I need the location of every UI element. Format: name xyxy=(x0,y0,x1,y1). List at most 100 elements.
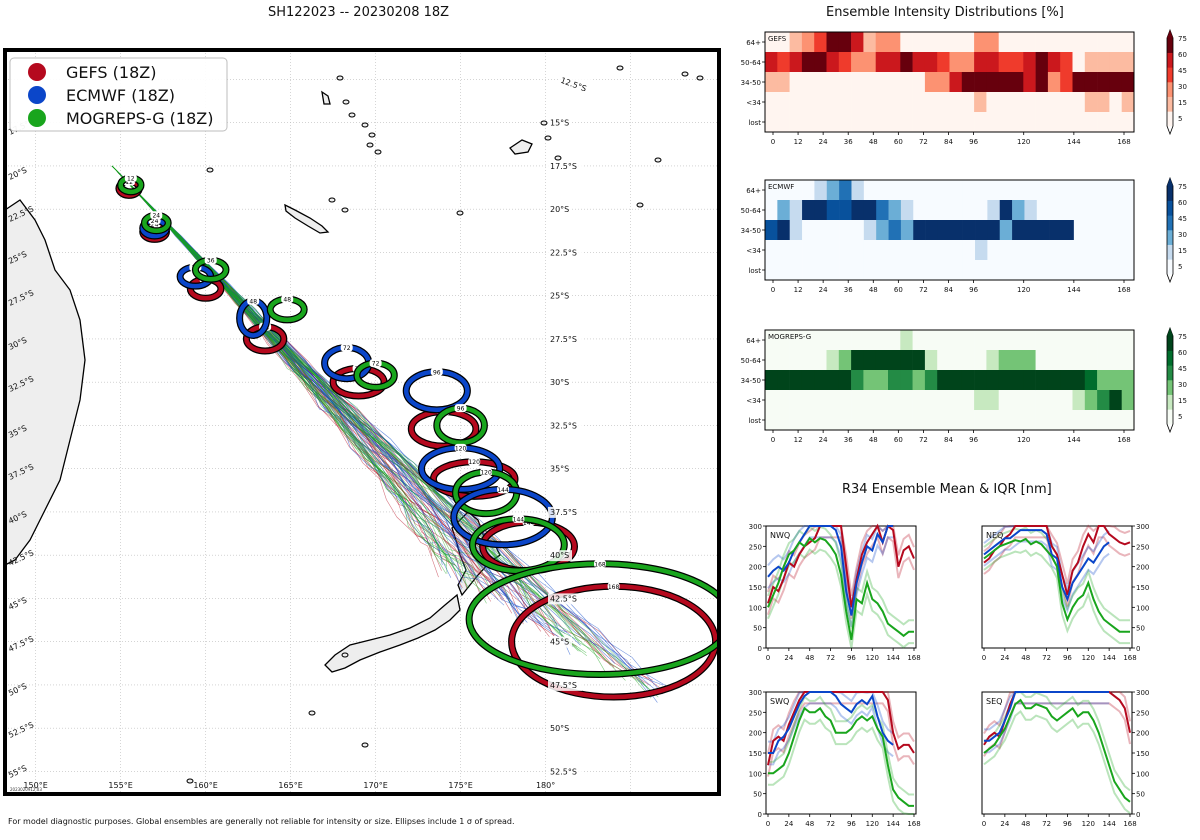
heatmap-cell xyxy=(1024,220,1038,241)
heatmap-cell xyxy=(1023,112,1036,133)
heatmap-cell xyxy=(1024,240,1038,261)
heatmap-cell xyxy=(839,260,852,281)
heatmap-cell xyxy=(900,370,913,391)
lat-label-center: 25°S xyxy=(550,292,569,301)
heatmap-cell xyxy=(1121,350,1135,371)
forecast-hour-label: 12 xyxy=(125,179,133,186)
heatmap-cell xyxy=(1011,330,1024,351)
island xyxy=(206,167,214,173)
heatmap-cell xyxy=(765,32,778,53)
forecast-hour-label: 72 xyxy=(372,361,380,368)
heatmap-cell xyxy=(999,180,1013,201)
r34-xtick: 48 xyxy=(805,654,814,662)
r34-ytick: 250 xyxy=(1136,709,1149,717)
heatmap-cell xyxy=(912,72,926,93)
legend-box xyxy=(9,57,228,132)
heatmap-cell xyxy=(962,180,976,201)
heatmap-cell xyxy=(961,92,975,113)
heatmap-cell xyxy=(814,92,827,113)
r34-iqr-line xyxy=(983,524,1131,584)
heatmap-row-label: <34 xyxy=(746,397,761,405)
heatmap-cell xyxy=(875,370,889,391)
heatmap-row-label: 50-64 xyxy=(741,207,762,215)
heatmap-cell xyxy=(801,52,815,73)
heatmap-xtick: 36 xyxy=(844,436,853,444)
heatmap-cell xyxy=(1035,112,1049,133)
heatmap-cell xyxy=(1011,350,1024,371)
heatmap-cell xyxy=(900,410,913,431)
heatmap-row-label: 34-50 xyxy=(741,377,761,385)
heatmap-cell xyxy=(1060,350,1073,371)
heatmap-cell xyxy=(1035,390,1049,411)
heatmap-cell xyxy=(1049,240,1062,261)
heatmap-xtick: 36 xyxy=(844,286,853,294)
r34-ytick: 300 xyxy=(749,523,762,531)
heatmap-cell xyxy=(814,112,827,133)
heatmap-cell xyxy=(826,112,840,133)
model-legend: GEFS (18Z) ECMWF (18Z) MOGREPS-G (18Z) xyxy=(9,57,228,132)
island xyxy=(696,75,704,81)
heatmap-xtick: 72 xyxy=(919,436,928,444)
heatmap-cell xyxy=(1097,330,1110,351)
heatmap-cell xyxy=(876,200,889,221)
heatmap-cell xyxy=(1036,220,1050,241)
r34-xtick: 24 xyxy=(784,654,793,662)
heatmap-cell xyxy=(1023,52,1036,73)
heatmap-cell xyxy=(838,370,852,391)
heatmap-cell xyxy=(851,220,865,241)
heatmap-cell xyxy=(863,350,876,371)
heatmap-cell xyxy=(1023,72,1036,93)
heatmap-cell xyxy=(1061,200,1075,221)
heatmap-cell xyxy=(1097,390,1110,411)
heatmap-cell xyxy=(986,330,999,351)
r34-xtick: 24 xyxy=(1000,654,1009,662)
island xyxy=(342,99,350,105)
heatmap-cell xyxy=(998,330,1012,351)
r34-ytick: 150 xyxy=(749,584,762,592)
heatmap-cell xyxy=(1084,32,1098,53)
heatmap-cell xyxy=(851,350,864,371)
forecast-hour-label: 12 xyxy=(127,176,135,183)
heatmap-cell xyxy=(1035,410,1049,431)
heatmap-cell xyxy=(851,180,865,201)
heatmap-cell xyxy=(838,52,852,73)
heatmap-cell xyxy=(1023,370,1036,391)
heatmap-cell xyxy=(765,180,778,201)
r34-ytick: 50 xyxy=(1136,791,1145,799)
heatmap-row-label: lost xyxy=(748,417,761,425)
heatmap-cell xyxy=(1012,260,1025,281)
heatmap-cell xyxy=(875,32,889,53)
heatmap-cell xyxy=(1047,370,1061,391)
heatmap-cell xyxy=(1011,72,1024,93)
lat-label-left: 55°S xyxy=(7,764,28,780)
heatmap-xtick: 60 xyxy=(894,138,903,146)
island xyxy=(348,112,356,118)
heatmap-cell xyxy=(1072,330,1086,351)
map-stamp: 2023020912:03 xyxy=(10,787,42,792)
heatmap-cell xyxy=(961,112,975,133)
heatmap-cell xyxy=(802,240,815,261)
colorbar-tick: 15 xyxy=(1178,247,1187,255)
heatmap-cell xyxy=(826,260,840,281)
heatmap-cell xyxy=(974,390,987,411)
heatmap-cell xyxy=(765,390,778,411)
heatmap-cell xyxy=(876,260,889,281)
heatmap-cell xyxy=(950,200,963,221)
heatmap-cell xyxy=(937,112,950,133)
island xyxy=(366,142,374,148)
heatmap-cell xyxy=(851,72,864,93)
heatmap-cell xyxy=(826,32,840,53)
mogreps-ellipse-72h: 72 xyxy=(353,359,398,391)
heatmap-cell xyxy=(974,52,987,73)
heatmap-cell xyxy=(789,72,803,93)
forecast-hour-label: 96 xyxy=(433,369,441,376)
heatmap-xtick: 0 xyxy=(771,138,775,146)
lat-label-center: 27.5°S xyxy=(550,335,577,344)
heatmap-cell xyxy=(765,52,778,73)
heatmap-cell xyxy=(777,72,790,93)
vanuatu xyxy=(321,90,331,105)
colorbar-tick: 15 xyxy=(1178,397,1187,405)
legend-label: ECMWF (18Z) xyxy=(66,86,175,105)
heatmap-cell xyxy=(838,390,852,411)
